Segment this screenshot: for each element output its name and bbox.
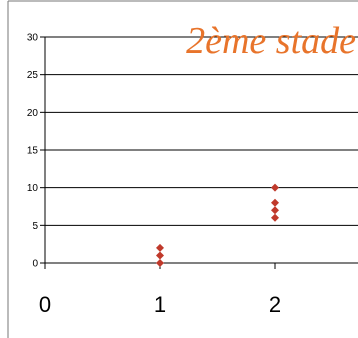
x-axis-ticks: 0 1 2 xyxy=(39,263,281,317)
x-tick-label: 0 xyxy=(39,292,51,317)
data-point xyxy=(271,183,279,192)
data-point xyxy=(156,259,164,267)
x-tick-label: 1 xyxy=(154,292,166,317)
data-point xyxy=(271,198,279,207)
y-tick-label: 25 xyxy=(27,70,39,81)
x-tick-label: 2 xyxy=(269,292,281,317)
data-point xyxy=(271,206,279,215)
data-point xyxy=(271,213,279,222)
y-tick-label: 30 xyxy=(27,33,39,44)
y-tick-label: 15 xyxy=(27,146,39,157)
data-points xyxy=(156,183,279,267)
grid-lines xyxy=(40,36,358,264)
y-axis-ticks: 0 5 10 15 20 25 30 xyxy=(27,33,39,270)
chart-title: 2ème stade xyxy=(186,20,356,62)
y-tick-label: 5 xyxy=(32,221,38,232)
y-tick-label: 10 xyxy=(27,183,39,194)
data-point xyxy=(156,243,164,252)
y-tick-label: 0 xyxy=(32,259,38,270)
y-tick-label: 20 xyxy=(27,108,39,119)
data-point xyxy=(156,251,164,260)
